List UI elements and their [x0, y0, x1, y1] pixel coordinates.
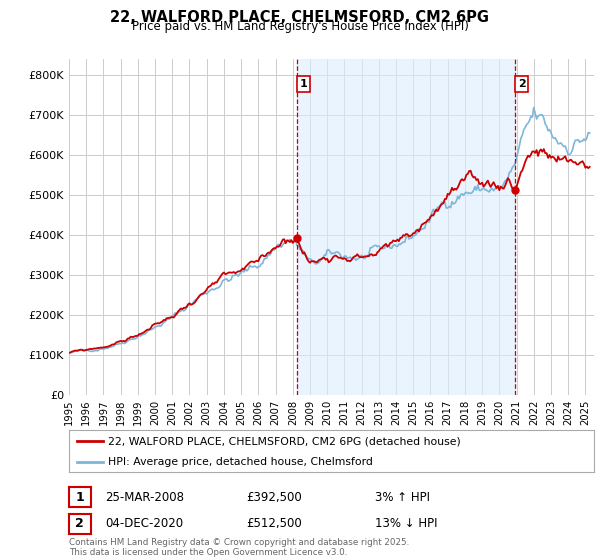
Text: 04-DEC-2020: 04-DEC-2020	[105, 517, 183, 530]
Text: 2: 2	[518, 79, 526, 89]
Text: Contains HM Land Registry data © Crown copyright and database right 2025.
This d: Contains HM Land Registry data © Crown c…	[69, 538, 409, 557]
Text: Price paid vs. HM Land Registry's House Price Index (HPI): Price paid vs. HM Land Registry's House …	[131, 20, 469, 33]
Text: 13% ↓ HPI: 13% ↓ HPI	[375, 517, 437, 530]
Text: 22, WALFORD PLACE, CHELMSFORD, CM2 6PG: 22, WALFORD PLACE, CHELMSFORD, CM2 6PG	[110, 10, 490, 25]
Text: 2: 2	[76, 517, 84, 530]
Text: £512,500: £512,500	[246, 517, 302, 530]
Text: £392,500: £392,500	[246, 491, 302, 504]
Bar	[297, 59, 515, 395]
Text: 22, WALFORD PLACE, CHELMSFORD, CM2 6PG (detached house): 22, WALFORD PLACE, CHELMSFORD, CM2 6PG (…	[109, 436, 461, 446]
Text: 3% ↑ HPI: 3% ↑ HPI	[375, 491, 430, 504]
Text: 1: 1	[76, 491, 84, 504]
Text: HPI: Average price, detached house, Chelmsford: HPI: Average price, detached house, Chel…	[109, 458, 373, 467]
Text: 25-MAR-2008: 25-MAR-2008	[105, 491, 184, 504]
Text: 1: 1	[299, 79, 307, 89]
